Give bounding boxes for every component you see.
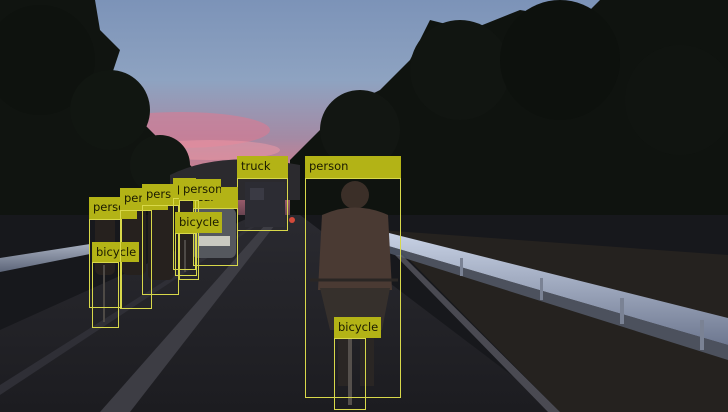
detection-box-cyclist-person	[305, 178, 401, 398]
detection-label-truck: truck	[237, 156, 288, 178]
detection-box-truck	[237, 178, 288, 231]
detection-box-left-person-5	[179, 200, 199, 280]
detection-label-left-bicycle-1: bicycle	[92, 242, 139, 262]
detection-label-left-person-5: person	[179, 179, 221, 200]
detection-box-car	[193, 208, 238, 266]
detection-label-cyclist-person: person	[305, 156, 401, 178]
road-surface	[0, 215, 560, 412]
detection-box-left-person-2	[120, 210, 152, 309]
detection-box-left-person-1	[89, 219, 122, 308]
detection-box-left-bicycle-1	[92, 262, 119, 328]
guardrail-left	[0, 244, 90, 272]
detection-label-left-person-3: pers	[142, 184, 179, 205]
detection-box-cyclist-bicycle	[334, 338, 366, 410]
guardrail-right	[385, 232, 728, 345]
detection-box-left-person-3	[142, 205, 179, 295]
detection-box-left-bicycle-2	[175, 233, 197, 276]
detection-label-left-bicycle-2: bicycle	[175, 212, 222, 233]
detection-label-cyclist-bicycle: bicycle	[334, 317, 381, 338]
